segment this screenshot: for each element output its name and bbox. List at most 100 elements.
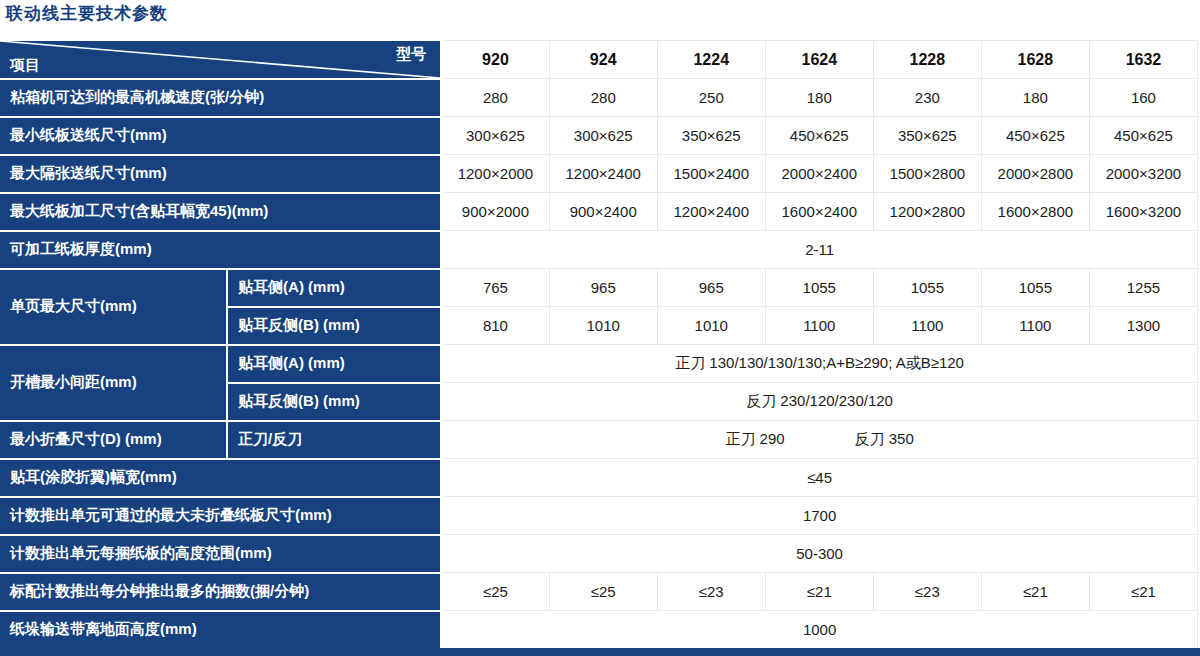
row-value: 1255 <box>1089 269 1197 307</box>
row-label: 标配计数推出每分钟推出最多的捆数(捆/分钟) <box>0 573 441 611</box>
row-value: 1100 <box>765 307 873 345</box>
row-value: 2000×2400 <box>765 155 873 193</box>
row-value: 900×2400 <box>549 193 657 231</box>
row-value: 250 <box>657 79 765 117</box>
row-group-label: 开槽最小间距(mm) <box>0 345 227 421</box>
row-value: 1300 <box>1089 307 1197 345</box>
table-row: 贴耳(涂胶折翼)幅宽(mm) ≤45 <box>0 459 1198 497</box>
corner-model-label: 型号 <box>396 45 426 64</box>
table-row: 最小纸板送纸尺寸(mm) 300×625 300×625 350×625 450… <box>0 117 1198 155</box>
row-label: 最小纸板送纸尺寸(mm) <box>0 117 441 155</box>
row-value: 160 <box>1089 79 1197 117</box>
row-merged-value: 1700 <box>441 497 1197 535</box>
row-value: 900×2000 <box>441 193 549 231</box>
row-value: 765 <box>441 269 549 307</box>
row-value: 1600×2400 <box>765 193 873 231</box>
row-value: 300×625 <box>549 117 657 155</box>
row-value: 280 <box>441 79 549 117</box>
row-value: 350×625 <box>873 117 981 155</box>
model-header: 1628 <box>981 41 1089 79</box>
row-sub-label: 贴耳侧(A) (mm) <box>227 269 441 307</box>
row-value: 1200×2000 <box>441 155 549 193</box>
row-value: 1010 <box>549 307 657 345</box>
row-merged-value: 反刀 230/120/230/120 <box>441 383 1197 421</box>
row-sub-label: 贴耳反侧(B) (mm) <box>227 307 441 345</box>
row-value: 965 <box>549 269 657 307</box>
row-value: 1500×2800 <box>873 155 981 193</box>
row-label: 计数推出单元每捆纸板的高度范围(mm) <box>0 535 441 573</box>
row-label: 最大纸板加工尺寸(含贴耳幅宽45)(mm) <box>0 193 441 231</box>
corner-header-cell: 型号 项目 <box>0 41 441 79</box>
row-value: 1055 <box>981 269 1089 307</box>
row-value: 230 <box>873 79 981 117</box>
model-header: 924 <box>549 41 657 79</box>
row-value: 180 <box>981 79 1089 117</box>
row-value: 180 <box>765 79 873 117</box>
row-label: 计数推出单元可通过的最大未折叠纸板尺寸(mm) <box>0 497 441 535</box>
row-merged-value: 正刀 130/130/130/130;A+B≥290; A或B≥120 <box>441 345 1197 383</box>
row-value: 300×625 <box>441 117 549 155</box>
fold-value-forward: 正刀 290 <box>725 430 784 449</box>
table-row: 计数推出单元每捆纸板的高度范围(mm) 50-300 <box>0 535 1198 573</box>
row-value: 350×625 <box>657 117 765 155</box>
row-value: 1055 <box>765 269 873 307</box>
row-label: 最大隔张送纸尺寸(mm) <box>0 155 441 193</box>
table-row: 标配计数推出每分钟推出最多的捆数(捆/分钟) ≤25 ≤25 ≤23 ≤21 ≤… <box>0 573 1198 611</box>
row-value: 1100 <box>981 307 1089 345</box>
row-value: ≤21 <box>765 573 873 611</box>
row-merged-value: ≤45 <box>441 459 1197 497</box>
row-merged-value: 1000 <box>441 611 1197 649</box>
row-sub-label: 正刀/反刀 <box>227 421 441 459</box>
row-value: 810 <box>441 307 549 345</box>
row-label: 贴耳(涂胶折翼)幅宽(mm) <box>0 459 441 497</box>
row-value: 1500×2400 <box>657 155 765 193</box>
row-value: 2000×2800 <box>981 155 1089 193</box>
row-value: ≤21 <box>1089 573 1197 611</box>
row-value: 1055 <box>873 269 981 307</box>
table-row: 单页最大尺寸(mm) 贴耳侧(A) (mm) 765 965 965 1055 … <box>0 269 1198 307</box>
row-value: 450×625 <box>765 117 873 155</box>
row-label: 纸垛输送带离地面高度(mm) <box>0 611 441 649</box>
row-label: 粘箱机可达到的最高机械速度(张/分钟) <box>0 79 441 117</box>
spec-table: 型号 项目 920 924 1224 1624 1228 1628 1632 粘… <box>0 40 1198 650</box>
row-sub-label: 贴耳侧(A) (mm) <box>227 345 441 383</box>
row-value: ≤23 <box>873 573 981 611</box>
row-merged-value: 正刀 290 反刀 350 <box>441 421 1197 459</box>
row-value: 965 <box>657 269 765 307</box>
row-group-label: 单页最大尺寸(mm) <box>0 269 227 345</box>
table-row: 计数推出单元可通过的最大未折叠纸板尺寸(mm) 1700 <box>0 497 1198 535</box>
row-label: 最小折叠尺寸(D) (mm) <box>0 421 227 459</box>
bottom-accent-bar <box>0 648 1200 656</box>
row-merged-value: 50-300 <box>441 535 1197 573</box>
corner-item-label: 项目 <box>10 56 40 75</box>
diagonal-divider-line <box>0 41 440 78</box>
row-merged-value: 2-11 <box>441 231 1197 269</box>
row-value: ≤25 <box>441 573 549 611</box>
model-header: 1632 <box>1089 41 1197 79</box>
row-label: 可加工纸板厚度(mm) <box>0 231 441 269</box>
model-header: 1624 <box>765 41 873 79</box>
row-value: 1200×2400 <box>657 193 765 231</box>
row-value: 450×625 <box>981 117 1089 155</box>
table-row: 开槽最小间距(mm) 贴耳侧(A) (mm) 正刀 130/130/130/13… <box>0 345 1198 383</box>
row-value: 1200×2400 <box>549 155 657 193</box>
table-row: 最小折叠尺寸(D) (mm) 正刀/反刀 正刀 290 反刀 350 <box>0 421 1198 459</box>
table-row: 可加工纸板厚度(mm) 2-11 <box>0 231 1198 269</box>
page-title: 联动线主要技术参数 <box>6 2 168 25</box>
row-value: 1010 <box>657 307 765 345</box>
row-value: 2000×3200 <box>1089 155 1197 193</box>
model-header: 920 <box>441 41 549 79</box>
row-value: ≤25 <box>549 573 657 611</box>
row-value: 1600×3200 <box>1089 193 1197 231</box>
row-value: 1200×2800 <box>873 193 981 231</box>
table-header-row: 型号 项目 920 924 1224 1624 1228 1628 1632 <box>0 41 1198 79</box>
row-value: ≤21 <box>981 573 1089 611</box>
row-value: ≤23 <box>657 573 765 611</box>
fold-value-reverse: 反刀 350 <box>855 430 914 449</box>
row-value: 1600×2800 <box>981 193 1089 231</box>
row-value: 280 <box>549 79 657 117</box>
row-value: 450×625 <box>1089 117 1197 155</box>
table-row: 粘箱机可达到的最高机械速度(张/分钟) 280 280 250 180 230 … <box>0 79 1198 117</box>
table-row: 最大隔张送纸尺寸(mm) 1200×2000 1200×2400 1500×24… <box>0 155 1198 193</box>
row-sub-label: 贴耳反侧(B) (mm) <box>227 383 441 421</box>
